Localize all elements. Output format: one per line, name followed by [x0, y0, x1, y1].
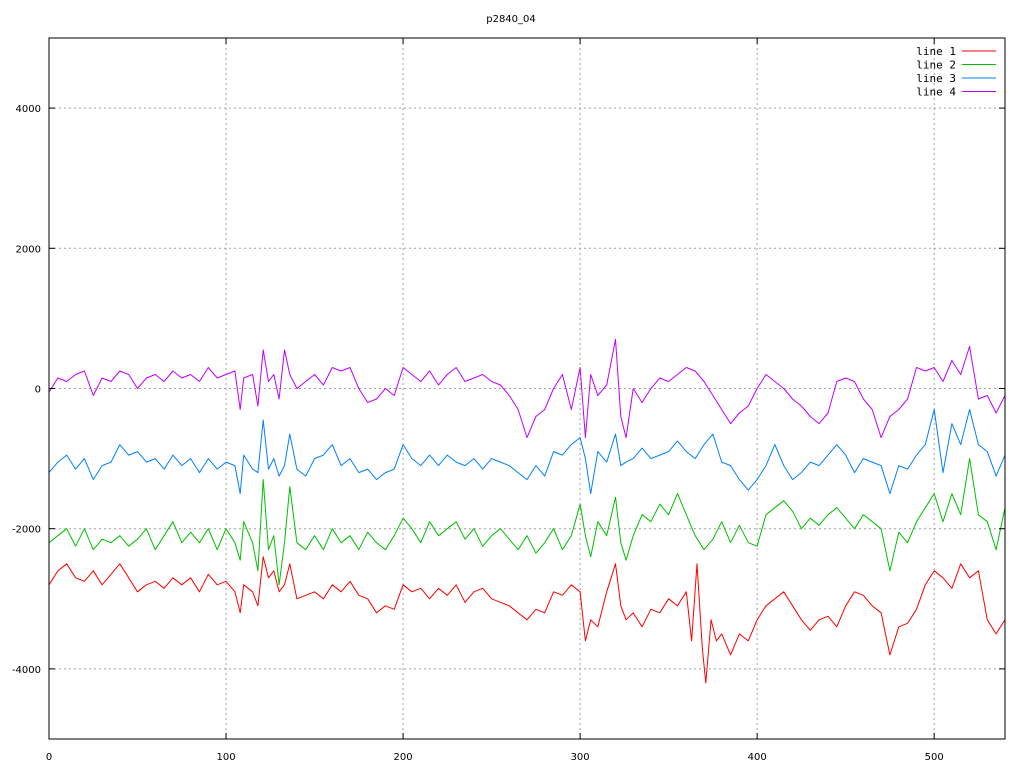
legend-label: line 2	[916, 59, 956, 72]
series-line-line-3	[48, 409, 1006, 495]
series-line-line-1	[48, 556, 1006, 684]
y-tick-label: 0	[35, 385, 41, 396]
y-tick-label: 4000	[16, 104, 41, 115]
axis-ticks: 0 100 200 300 400 500 -4000 -2000 0 2000 4000	[12, 38, 1005, 763]
series-line-line-2	[48, 458, 1006, 586]
y-tick-label: -4000	[12, 665, 41, 676]
series-line-line-4	[48, 338, 1006, 439]
legend-label: line 4	[916, 86, 956, 99]
y-tick-label: 2000	[16, 244, 41, 255]
x-tick-label: 500	[925, 752, 944, 763]
x-tick-label: 200	[394, 752, 413, 763]
x-tick-label: 300	[571, 752, 590, 763]
y-tick-label: -2000	[12, 525, 41, 536]
series-lines	[48, 338, 1006, 684]
legend-label: line 1	[916, 45, 956, 58]
x-tick-label: 0	[46, 752, 52, 763]
legend-label: line 3	[916, 72, 956, 85]
x-tick-label: 400	[748, 752, 767, 763]
chart-title: p2840_04	[486, 14, 536, 25]
x-tick-label: 100	[216, 752, 235, 763]
